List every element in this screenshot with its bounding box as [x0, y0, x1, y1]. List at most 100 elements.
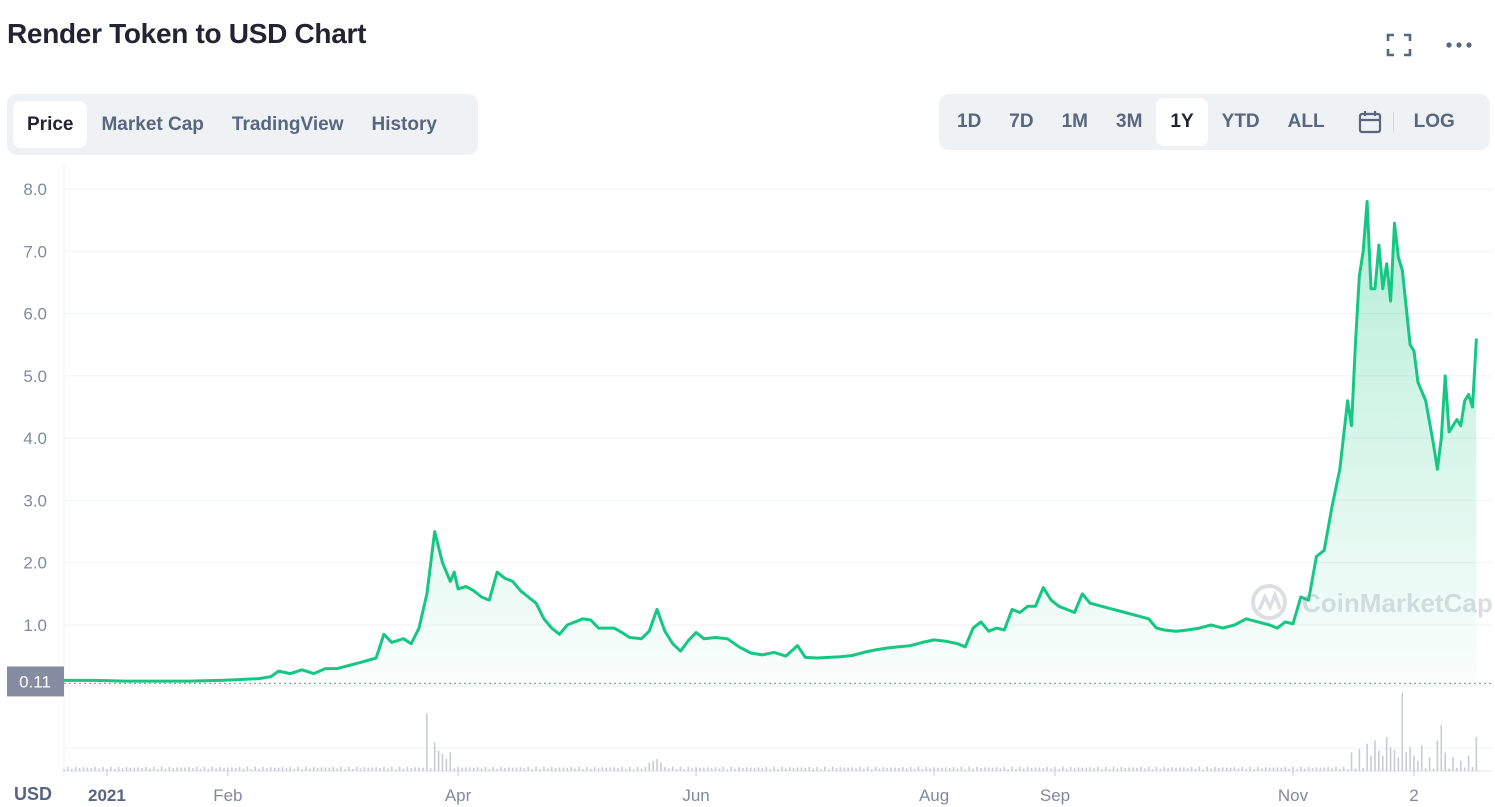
- volume-bar: [336, 768, 338, 771]
- volume-bar: [1237, 768, 1240, 771]
- calendar-icon[interactable]: [1353, 98, 1387, 146]
- fullscreen-icon[interactable]: [1383, 30, 1415, 60]
- volume-bar: [1292, 766, 1294, 771]
- range-all[interactable]: ALL: [1287, 111, 1325, 132]
- volume-bar: [1202, 769, 1205, 771]
- volume-bar: [402, 768, 405, 771]
- volume-bar: [1218, 767, 1220, 771]
- volume-bar: [519, 767, 522, 771]
- volume-bar: [983, 767, 986, 771]
- volume-bar: [344, 768, 346, 771]
- volume-bar: [1409, 747, 1411, 771]
- volume-bar: [207, 769, 210, 771]
- volume-bar: [933, 767, 935, 771]
- volume-bar: [1112, 766, 1115, 771]
- volume-bar: [433, 742, 436, 771]
- volume-bar: [909, 766, 912, 771]
- volume-bar: [929, 768, 931, 771]
- volume-bar: [812, 768, 814, 771]
- range-1m[interactable]: 1M: [1061, 111, 1088, 132]
- volume-bar: [1342, 766, 1345, 771]
- volume-bar: [492, 766, 494, 771]
- volume-bar: [1471, 767, 1474, 771]
- volume-bar: [703, 767, 705, 771]
- volume-bar: [273, 767, 276, 771]
- volume-bar: [1378, 750, 1380, 771]
- volume-bar: [1362, 767, 1365, 771]
- volume-bar: [558, 767, 561, 771]
- volume-bar: [738, 766, 740, 771]
- volume-bar: [652, 760, 654, 771]
- volume-bar: [484, 766, 487, 771]
- volume-bar: [586, 766, 588, 771]
- volume-bar: [691, 768, 693, 771]
- volume-bar: [1459, 760, 1462, 771]
- x-tick-label: Nov: [1278, 786, 1309, 805]
- volume-bar: [188, 767, 190, 771]
- volume-bar: [351, 768, 354, 771]
- range-3m[interactable]: 3M: [1116, 111, 1143, 132]
- volume-bar: [788, 767, 791, 771]
- volume-bar: [1280, 768, 1283, 771]
- volume-bar: [960, 766, 963, 771]
- volume-bar: [859, 766, 861, 771]
- volume-bar: [543, 766, 545, 771]
- tab-market-cap[interactable]: Market Cap: [101, 113, 204, 135]
- volume-bar: [504, 768, 506, 771]
- volume-bar: [1015, 769, 1017, 771]
- volume-bar: [121, 768, 124, 771]
- volume-bar: [281, 767, 284, 771]
- volume-bar: [863, 768, 865, 771]
- current-price-label: 0.11: [19, 672, 51, 691]
- volume-bar: [804, 767, 807, 771]
- range-ytd[interactable]: YTD: [1221, 111, 1260, 132]
- volume-bar: [1389, 747, 1392, 771]
- volume-bar: [855, 768, 857, 771]
- volume-bar: [886, 767, 889, 771]
- volume-bar: [328, 767, 331, 771]
- volume-bar: [1331, 768, 1333, 771]
- range-7d[interactable]: 7D: [1009, 111, 1034, 132]
- volume-bar: [1303, 768, 1306, 771]
- volume-bar: [1151, 769, 1154, 771]
- y-tick-label: 8.0: [23, 180, 47, 199]
- volume-bar: [437, 750, 440, 771]
- volume-bar: [383, 766, 385, 771]
- volume-bar: [1311, 768, 1314, 771]
- volume-bar: [371, 767, 374, 771]
- y-axis-ticks: 8.0 7.0 6.0 5.0 4.0 3.0 2.0 1.0: [23, 180, 47, 635]
- header-actions: [1383, 30, 1475, 60]
- volume-bar: [1307, 766, 1310, 771]
- volume-bar: [1023, 768, 1025, 771]
- volume-bar: [1288, 768, 1290, 771]
- volume-bar: [625, 768, 627, 771]
- volume-bar: [1229, 767, 1232, 771]
- volume-bar: [523, 768, 526, 771]
- volume-bar: [1448, 768, 1450, 771]
- volume-bar: [1069, 766, 1072, 771]
- range-1y[interactable]: 1Y: [1156, 98, 1208, 146]
- volume-bar: [472, 767, 475, 771]
- volume-bar: [870, 769, 873, 771]
- volume-bar: [394, 769, 397, 771]
- volume-bar: [1354, 768, 1357, 771]
- log-scale-toggle[interactable]: LOG: [1413, 111, 1455, 132]
- tab-history[interactable]: History: [371, 113, 437, 135]
- tab-price[interactable]: Price: [13, 101, 88, 148]
- more-options-icon[interactable]: [1443, 30, 1475, 60]
- y-tick-label: 5.0: [23, 367, 47, 386]
- x-tick-label: Sep: [1040, 786, 1070, 805]
- volume-bar: [894, 767, 896, 771]
- volume-bar: [667, 768, 670, 771]
- volume-bar: [714, 766, 717, 771]
- volume-bar: [648, 762, 651, 771]
- x-tick-label: Apr: [445, 786, 472, 805]
- range-1d[interactable]: 1D: [957, 111, 982, 132]
- volume-bar: [1452, 757, 1454, 771]
- currency-label: USD: [14, 784, 52, 804]
- volume-bar: [847, 767, 850, 771]
- price-chart: 8.0 7.0 6.0 5.0 4.0 3.0 2.0 1.0 2021 Feb Apr Jun Au…: [7, 165, 1493, 805]
- volume-bar: [1128, 767, 1130, 771]
- y-tick-label: 3.0: [23, 491, 47, 510]
- tab-tradingview[interactable]: TradingView: [231, 113, 344, 135]
